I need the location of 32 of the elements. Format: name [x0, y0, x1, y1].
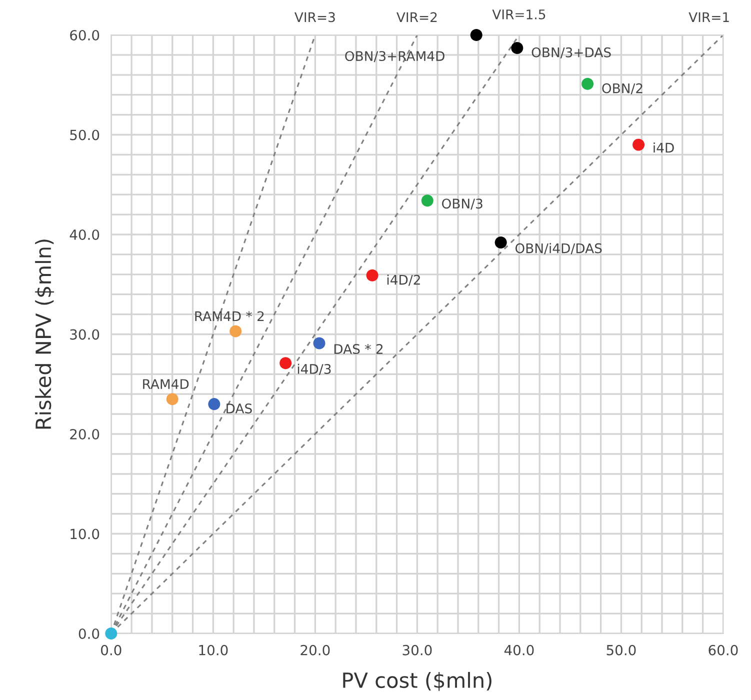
x-axis-title: PV cost ($mln) [343, 672, 492, 691]
y-axis-title: Risked NPV ($mln) [35, 240, 54, 429]
annotation: VIR=3 [294, 12, 335, 22]
x-tick-label: 20.0 [300, 644, 330, 656]
annotation: RAM4D [143, 379, 189, 389]
x-tick-label: 0.0 [101, 644, 122, 656]
y-tick-label: 10.0 [70, 528, 100, 540]
annotation: DAS [226, 403, 252, 414]
annotation: i4D [654, 142, 674, 153]
annotation: DAS * 2 [334, 344, 383, 354]
annotation: i4D/2 [387, 274, 420, 286]
annotation: OBN/i4D/DAS [515, 243, 602, 254]
annotation: OBN/3+DAS [532, 47, 611, 58]
x-tick-label: 40.0 [504, 644, 534, 656]
x-tick-label: 60.0 [708, 644, 738, 656]
annotation: OBN/3 [442, 198, 482, 210]
x-tick-label: 10.0 [199, 644, 228, 656]
y-tick-label: 40.0 [70, 229, 100, 240]
annotation: OBN/2 [602, 83, 642, 94]
annotation: OBN/3+RAM4D [345, 51, 444, 62]
y-tick-label: 20.0 [70, 428, 100, 440]
y-tick-label: 50.0 [70, 130, 100, 140]
y-tick-label: 30.0 [70, 329, 100, 340]
annotation: VIR=1.5 [492, 10, 546, 20]
x-tick-label: 30.0 [402, 644, 432, 656]
annotation: VIR=1 [688, 12, 729, 22]
y-tick-label: 0.0 [78, 628, 100, 639]
annotation: VIR=2 [396, 12, 437, 22]
annotation: RAM4D * 2 [195, 311, 264, 322]
annotation: i4D/3 [298, 364, 331, 375]
y-tick-label: 60.0 [70, 30, 100, 40]
x-tick-label: 50.0 [606, 644, 636, 656]
